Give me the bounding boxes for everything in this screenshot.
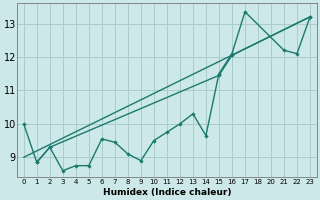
X-axis label: Humidex (Indice chaleur): Humidex (Indice chaleur) bbox=[103, 188, 231, 197]
